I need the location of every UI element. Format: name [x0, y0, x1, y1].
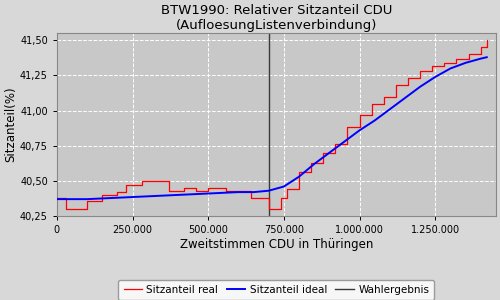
- Sitzanteil ideal: [266, 189, 272, 193]
- Sitzanteil ideal: [281, 185, 287, 188]
- Line: Sitzanteil real: Sitzanteil real: [57, 40, 487, 209]
- Sitzanteil ideal: [417, 85, 423, 88]
- Line: Sitzanteil ideal: Sitzanteil ideal: [57, 57, 487, 199]
- Y-axis label: Sitzanteil(%): Sitzanteil(%): [4, 87, 17, 163]
- Sitzanteil ideal: [448, 67, 454, 70]
- Sitzanteil real: [296, 188, 302, 191]
- Legend: Sitzanteil real, Sitzanteil ideal, Wahlergebnis: Sitzanteil real, Sitzanteil ideal, Wahle…: [118, 280, 434, 300]
- Sitzanteil ideal: [54, 197, 60, 201]
- Sitzanteil ideal: [356, 128, 362, 132]
- Sitzanteil ideal: [478, 57, 484, 60]
- Sitzanteil ideal: [236, 190, 242, 194]
- Sitzanteil ideal: [84, 197, 90, 201]
- Sitzanteil ideal: [250, 190, 256, 194]
- Sitzanteil ideal: [484, 56, 490, 59]
- Sitzanteil real: [214, 186, 220, 190]
- Sitzanteil real: [260, 196, 266, 200]
- Sitzanteil ideal: [144, 194, 150, 198]
- Sitzanteil real: [63, 207, 69, 211]
- Sitzanteil ideal: [114, 196, 120, 200]
- Sitzanteil ideal: [311, 162, 317, 166]
- Sitzanteil ideal: [342, 140, 347, 143]
- Sitzanteil ideal: [326, 151, 332, 154]
- Sitzanteil ideal: [432, 75, 438, 79]
- Sitzanteil real: [484, 39, 490, 42]
- Sitzanteil real: [248, 196, 254, 200]
- Sitzanteil ideal: [296, 175, 302, 178]
- X-axis label: Zweitstimmen CDU in Thüringen: Zweitstimmen CDU in Thüringen: [180, 238, 373, 251]
- Sitzanteil ideal: [402, 96, 408, 100]
- Sitzanteil ideal: [205, 192, 211, 195]
- Sitzanteil real: [224, 186, 230, 190]
- Title: BTW1990: Relativer Sitzanteil CDU
(AufloesungListenverbindung): BTW1990: Relativer Sitzanteil CDU (Auflo…: [160, 4, 392, 32]
- Sitzanteil real: [154, 179, 160, 183]
- Sitzanteil real: [54, 196, 60, 200]
- Sitzanteil ideal: [372, 119, 378, 122]
- Sitzanteil ideal: [387, 107, 393, 111]
- Sitzanteil ideal: [462, 61, 468, 64]
- Sitzanteil ideal: [175, 193, 181, 197]
